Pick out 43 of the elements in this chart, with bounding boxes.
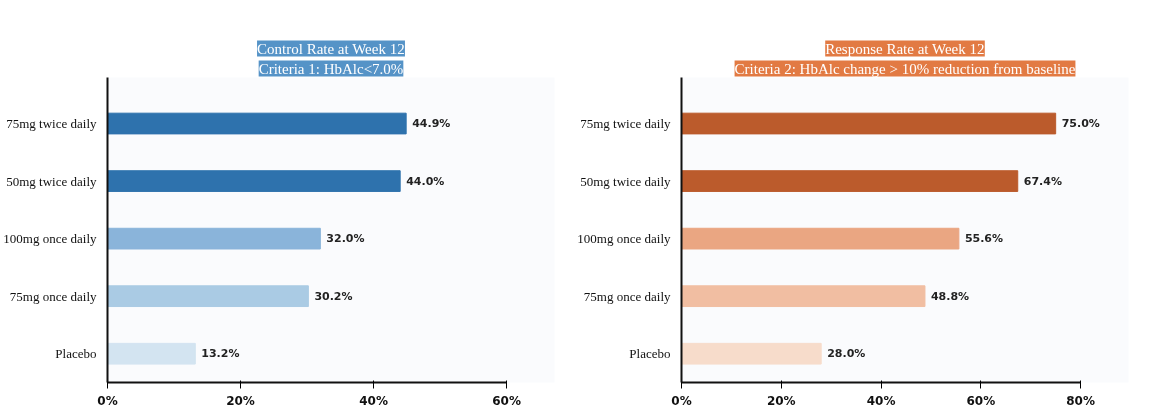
data-label: 75.0% bbox=[1061, 117, 1100, 131]
data-label: 13.2% bbox=[201, 347, 240, 361]
x-tick-label: 40% bbox=[359, 393, 388, 408]
y-tick-label: 75mg twice daily bbox=[6, 116, 97, 132]
bar bbox=[681, 227, 960, 250]
y-tick-label: 75mg once daily bbox=[583, 288, 671, 304]
x-tick-label: 20% bbox=[766, 393, 796, 408]
data-label: 44.9% bbox=[412, 117, 451, 131]
bar bbox=[681, 170, 1019, 192]
bar bbox=[107, 227, 321, 250]
data-label: 48.8% bbox=[930, 289, 970, 303]
x-tick-label: 0% bbox=[671, 393, 692, 408]
bar bbox=[107, 170, 401, 192]
x-tick-label: 60% bbox=[966, 393, 996, 408]
data-label: 30.2% bbox=[314, 289, 353, 303]
y-tick-label: Placebo bbox=[629, 346, 671, 362]
y-tick-label: 100mg once daily bbox=[3, 231, 97, 247]
y-tick-label: 75mg twice daily bbox=[580, 116, 671, 132]
data-label: 55.6% bbox=[964, 232, 1004, 246]
data-label: 32.0% bbox=[326, 232, 365, 246]
x-tick-label: 20% bbox=[226, 393, 255, 408]
bar bbox=[681, 285, 926, 308]
y-tick-label: 75mg once daily bbox=[9, 288, 97, 304]
chart-title: Control Rate at Week 12 bbox=[257, 40, 405, 57]
chart-subtitle: Criteria 1: HbAlc<7.0% bbox=[258, 60, 404, 77]
y-tick-label: Placebo bbox=[55, 346, 97, 362]
bar bbox=[107, 342, 196, 365]
chart-subtitle: Criteria 2: HbAlc change > 10% reduction from baseline bbox=[734, 60, 1076, 77]
bar bbox=[107, 112, 407, 135]
x-tick-label: 0% bbox=[97, 393, 118, 408]
data-label: 67.4% bbox=[1023, 174, 1062, 188]
x-tick-label: 40% bbox=[866, 393, 896, 408]
y-tick-label: 50mg twice daily bbox=[6, 173, 97, 189]
bar bbox=[681, 342, 822, 365]
x-tick-label: 80% bbox=[1066, 393, 1095, 408]
x-tick-label: 60% bbox=[492, 393, 521, 408]
y-tick-label: 50mg twice daily bbox=[580, 173, 671, 189]
bar bbox=[681, 112, 1057, 135]
bar bbox=[107, 285, 309, 308]
data-label: 28.0% bbox=[827, 347, 866, 361]
data-label: 44.0% bbox=[406, 174, 445, 188]
y-tick-label: 100mg once daily bbox=[577, 231, 671, 247]
chart-title: Response Rate at Week 12 bbox=[825, 40, 985, 57]
